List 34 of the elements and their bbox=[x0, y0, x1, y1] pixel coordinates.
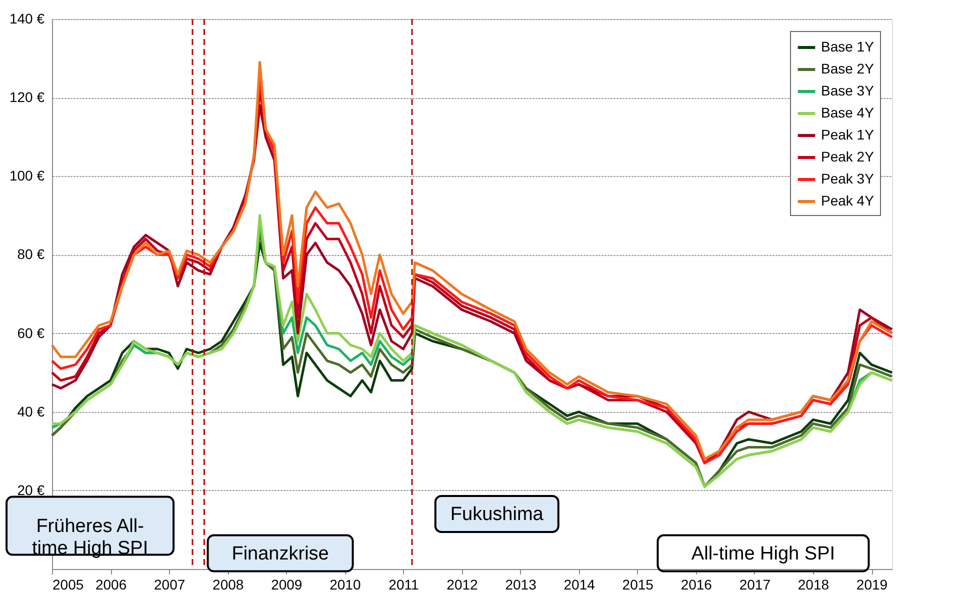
y-tick-label: 20 € bbox=[17, 482, 45, 498]
y-tick-label: 120 € bbox=[9, 89, 45, 106]
ref-line-label: Finanzkrise bbox=[232, 543, 329, 564]
x-tick-label: 2011 bbox=[388, 576, 419, 592]
x-tick-label: 2017 bbox=[739, 576, 771, 592]
legend-label: Base 3Y bbox=[821, 82, 875, 98]
x-tick-label: 2009 bbox=[271, 576, 302, 592]
legend-label: Peak 1Y bbox=[821, 126, 875, 142]
legend-label: Peak 3Y bbox=[821, 170, 875, 186]
x-tick-label: 2014 bbox=[564, 576, 596, 592]
legend-label: Base 1Y bbox=[821, 38, 875, 54]
annotation: All-time High SPI bbox=[691, 543, 836, 564]
x-tick-label: 2008 bbox=[212, 576, 244, 592]
legend-label: Peak 2Y bbox=[821, 148, 875, 164]
x-tick-label: 2005 bbox=[52, 576, 84, 592]
x-tick-label: 2013 bbox=[505, 576, 537, 592]
x-tick-label: 2012 bbox=[446, 576, 478, 592]
legend-label: Base 2Y bbox=[821, 60, 875, 76]
y-tick-label: 100 € bbox=[9, 168, 45, 184]
y-tick-label: 40 € bbox=[17, 403, 45, 420]
x-tick-label: 2007 bbox=[154, 576, 186, 592]
x-tick-label: 2015 bbox=[622, 576, 654, 592]
y-tick-label: 140 € bbox=[9, 10, 45, 26]
legend-label: Peak 4Y bbox=[821, 192, 875, 208]
legend-label: Base 4Y bbox=[821, 104, 875, 120]
x-tick-label: 2016 bbox=[680, 576, 712, 592]
x-tick-label: 2006 bbox=[95, 576, 127, 592]
ref-line-label: Fukushima bbox=[450, 504, 544, 525]
x-tick-label: 2018 bbox=[798, 576, 830, 592]
ref-line-label: Früheres All-time High SPI bbox=[32, 516, 148, 559]
x-tick-label: 2019 bbox=[856, 576, 888, 592]
y-tick-label: 60 € bbox=[17, 324, 45, 341]
y-tick-label: 80 € bbox=[17, 246, 45, 262]
x-tick-label: 2010 bbox=[330, 576, 361, 592]
